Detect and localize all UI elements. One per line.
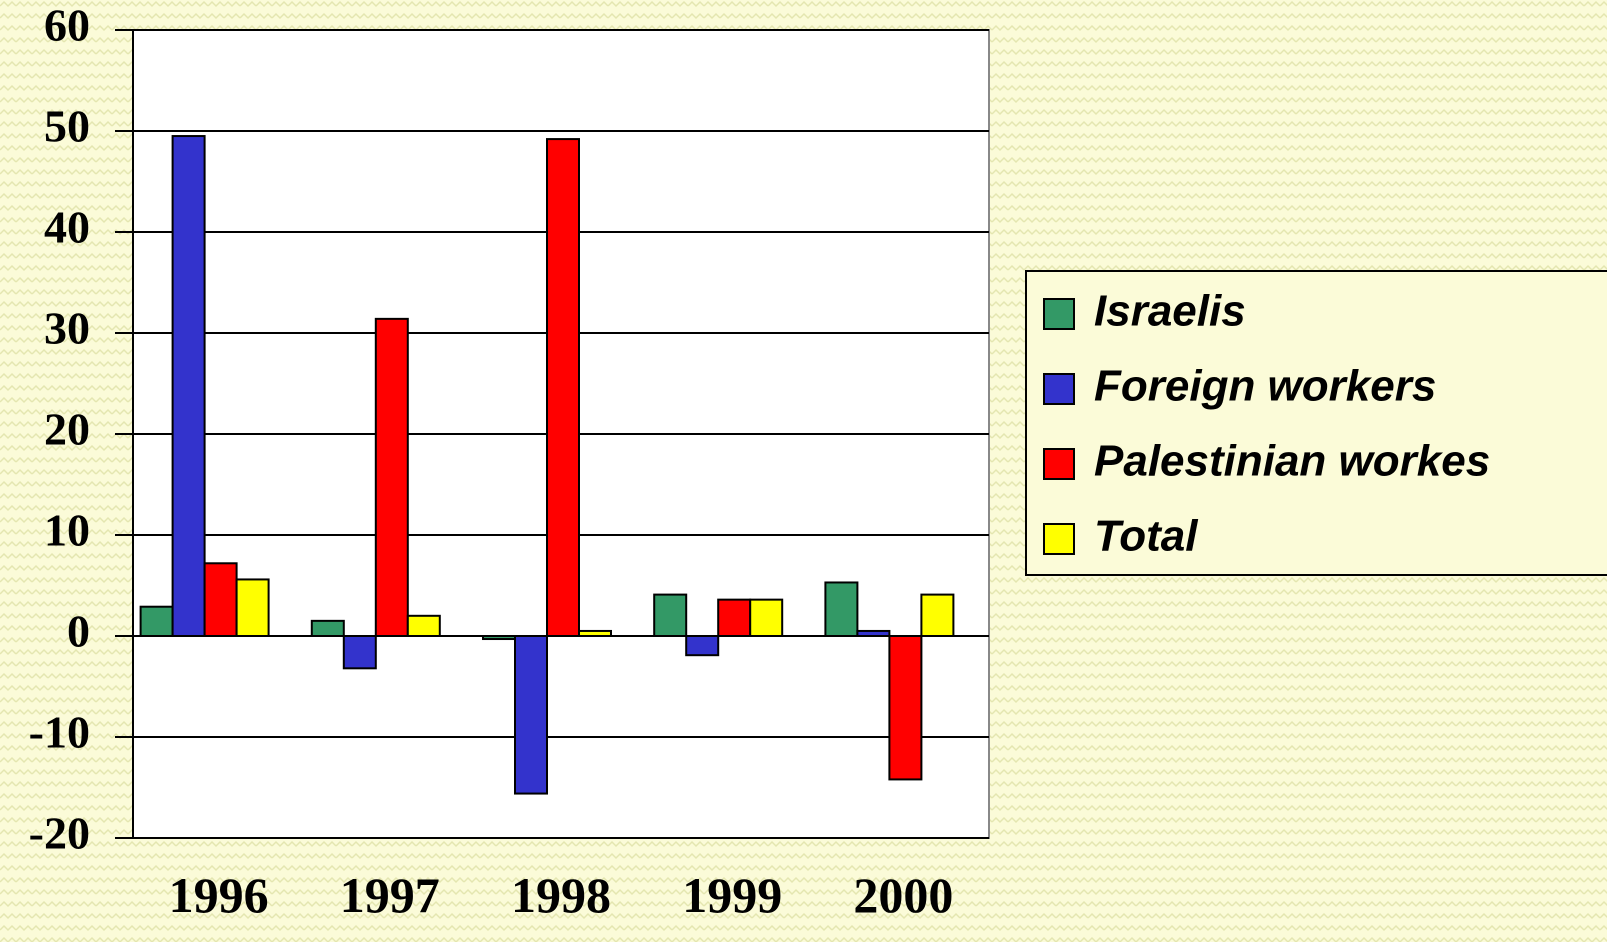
- y-tick-label: 10: [44, 505, 90, 556]
- bar: [749, 598, 784, 638]
- y-tick-label: 0: [67, 606, 90, 657]
- y-tick-label: 60: [44, 0, 90, 51]
- bar: [653, 593, 688, 638]
- legend-swatch: [1043, 298, 1075, 330]
- bar: [342, 635, 377, 670]
- bar: [374, 317, 409, 637]
- bar: [717, 598, 752, 638]
- y-tick-label: 30: [44, 303, 90, 354]
- x-tick-label: 2000: [853, 867, 953, 923]
- x-tick-label: 1996: [169, 867, 269, 923]
- legend-swatch: [1043, 373, 1075, 405]
- y-tick-label: -10: [29, 707, 90, 758]
- bar: [171, 135, 206, 638]
- bar: [824, 581, 859, 637]
- x-tick-label: 1999: [682, 867, 782, 923]
- y-tick-label: -20: [29, 808, 90, 859]
- y-tick-label: 20: [44, 404, 90, 455]
- legend-label: Total: [1094, 512, 1198, 561]
- y-tick-label: 40: [44, 202, 90, 253]
- x-tick-label: 1997: [340, 867, 440, 923]
- y-tick-label: 50: [44, 101, 90, 152]
- legend-label: Israelis: [1094, 287, 1246, 336]
- bar: [514, 635, 548, 795]
- legend-label: Foreign workers: [1094, 362, 1436, 411]
- bar: [406, 614, 441, 637]
- legend-swatch: [1043, 448, 1075, 480]
- bar: [685, 635, 720, 657]
- x-tick-label: 1998: [511, 867, 611, 923]
- legend-label: Palestinian workes: [1094, 437, 1490, 486]
- legend-swatch: [1043, 523, 1075, 555]
- bar: [920, 593, 955, 638]
- bar: [888, 635, 923, 781]
- bar: [310, 619, 345, 637]
- bar: [235, 578, 270, 638]
- legend: [1025, 270, 1607, 576]
- bar: [203, 562, 238, 638]
- bar: [546, 138, 580, 638]
- bar: [139, 605, 174, 638]
